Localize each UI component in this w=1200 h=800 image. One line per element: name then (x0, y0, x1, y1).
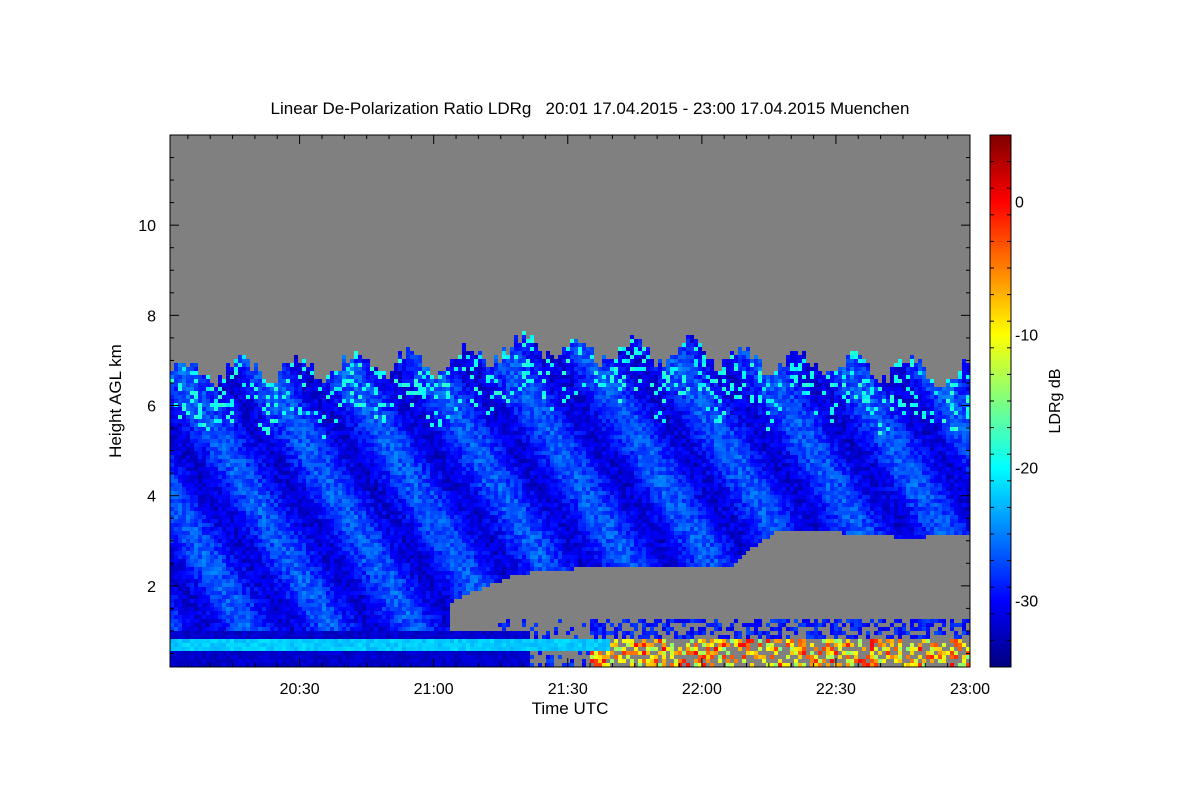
colorbar-tick-label: -20 (1015, 461, 1038, 478)
x-tick-label: 21:30 (548, 681, 588, 698)
y-axis-label: Height AGL km (106, 344, 125, 458)
colorbar-ticks: 0 -10 -20 -30 (990, 134, 1038, 668)
y-tick-label: 6 (147, 399, 156, 416)
colorbar-tick-label: -10 (1015, 328, 1038, 345)
colorbar-label: LDRg dB (1047, 369, 1064, 434)
heatmap-cells (170, 331, 970, 667)
y-tick-label: 2 (147, 579, 156, 596)
y-tick-label: 10 (138, 218, 156, 235)
plot-area (170, 135, 970, 667)
x-axis: 20:30 21:00 21:30 22:00 22:30 23:00 (187, 135, 990, 698)
colorbar-tick-label: 0 (1015, 195, 1024, 212)
plot-frame (169, 134, 971, 668)
x-tick-label: 21:00 (414, 681, 454, 698)
x-tick-label: 22:30 (816, 681, 856, 698)
y-axis: 2 4 6 8 10 (138, 134, 970, 654)
colorbar: 0 -10 -20 -30 LDRg dB (989, 134, 1064, 668)
x-tick-label: 20:30 (280, 681, 320, 698)
chart-title: Linear De-Polarization Ratio LDRg 20:01 … (271, 99, 910, 118)
y-tick-label: 8 (147, 308, 156, 325)
x-axis-label: Time UTC (532, 699, 609, 718)
colorbar-tick-label: -30 (1015, 594, 1038, 611)
x-tick-label: 23:00 (950, 681, 990, 698)
x-tick-label: 22:00 (682, 681, 722, 698)
y-tick-label: 4 (147, 489, 156, 506)
